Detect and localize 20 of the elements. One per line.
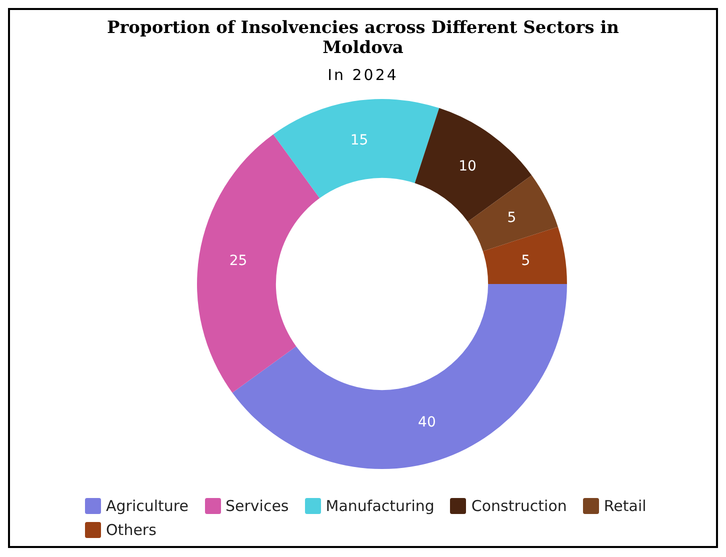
donut-slice (468, 175, 558, 252)
donut-slice (232, 284, 567, 469)
donut-slice (482, 226, 567, 284)
donut-slice (273, 99, 440, 198)
donut-slice (414, 108, 532, 222)
data-label: 5 (507, 210, 516, 226)
legend-label: Construction (471, 497, 567, 515)
chart-subtitle: In 2024 (326, 66, 400, 84)
legend-label: Agriculture (106, 497, 188, 515)
donut-slice (197, 134, 320, 393)
data-label: 15 (350, 132, 368, 148)
legend-label: Others (106, 521, 156, 539)
chart-title: Proportion of Insolvencies across Different Sectors in Moldova (106, 17, 620, 58)
legend-label: Services (226, 497, 289, 515)
data-label: 5 (521, 253, 530, 270)
data-label: 10 (458, 158, 476, 174)
data-label: 25 (229, 253, 248, 270)
legend-label: Retail (604, 497, 646, 515)
data-label: 40 (418, 414, 436, 430)
legend-label: Manufacturing (326, 497, 434, 515)
